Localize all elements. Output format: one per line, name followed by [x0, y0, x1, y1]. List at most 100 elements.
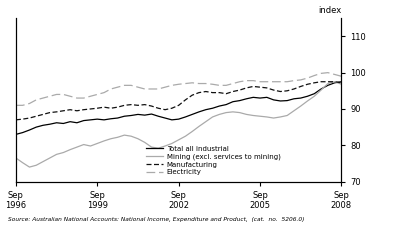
Manufacturing [237, 89, 242, 91]
Electricity [115, 86, 120, 89]
Manufacturing [108, 107, 113, 110]
Mining (excl. services to mining) [102, 140, 106, 142]
Total all industrial [190, 113, 195, 116]
Electricity [203, 82, 208, 85]
Mining (excl. services to mining) [40, 160, 45, 163]
Manufacturing [143, 103, 147, 106]
Electricity [305, 77, 310, 79]
Manufacturing [231, 90, 235, 93]
Electricity [183, 82, 188, 85]
Total all industrial [170, 118, 174, 121]
Mining (excl. services to mining) [81, 143, 86, 146]
Electricity [170, 84, 174, 87]
Total all industrial [81, 119, 86, 122]
Mining (excl. services to mining) [285, 114, 289, 117]
Total all industrial [251, 96, 256, 99]
Line: Manufacturing: Manufacturing [16, 82, 341, 120]
Electricity [332, 73, 337, 76]
Mining (excl. services to mining) [95, 142, 100, 145]
Total all industrial [13, 133, 18, 136]
Line: Electricity: Electricity [16, 73, 341, 105]
Mining (excl. services to mining) [305, 100, 310, 102]
Electricity [102, 91, 106, 94]
Manufacturing [339, 81, 344, 84]
Manufacturing [54, 111, 59, 113]
Manufacturing [197, 91, 201, 94]
Manufacturing [20, 118, 25, 121]
Manufacturing [244, 86, 249, 89]
Electricity [176, 83, 181, 86]
Total all industrial [231, 100, 235, 103]
Total all industrial [88, 118, 93, 121]
Electricity [95, 93, 100, 96]
Electricity [291, 79, 296, 82]
Total all industrial [203, 108, 208, 111]
Mining (excl. services to mining) [115, 136, 120, 139]
Manufacturing [95, 107, 100, 110]
Electricity [122, 84, 127, 87]
Mining (excl. services to mining) [88, 145, 93, 147]
Manufacturing [312, 81, 317, 84]
Total all industrial [278, 100, 283, 102]
Total all industrial [217, 105, 222, 107]
Total all industrial [143, 114, 147, 116]
Total all industrial [224, 103, 229, 106]
Mining (excl. services to mining) [217, 113, 222, 116]
Manufacturing [163, 108, 168, 111]
Electricity [197, 82, 201, 85]
Mining (excl. services to mining) [319, 89, 324, 91]
Manufacturing [176, 104, 181, 107]
Total all industrial [54, 121, 59, 124]
Manufacturing [88, 108, 93, 110]
Total all industrial [305, 95, 310, 98]
Electricity [136, 86, 141, 89]
Manufacturing [75, 109, 79, 112]
Electricity [258, 80, 262, 83]
Total all industrial [163, 117, 168, 119]
Manufacturing [326, 80, 330, 83]
Manufacturing [258, 86, 262, 89]
Electricity [34, 99, 39, 101]
Manufacturing [34, 115, 39, 118]
Total all industrial [299, 97, 303, 99]
Total all industrial [68, 120, 73, 123]
Manufacturing [61, 109, 66, 112]
Electricity [163, 86, 168, 89]
Mining (excl. services to mining) [149, 146, 154, 148]
Manufacturing [217, 91, 222, 94]
Total all industrial [47, 123, 52, 126]
Mining (excl. services to mining) [75, 146, 79, 148]
Manufacturing [47, 111, 52, 114]
Line: Mining (excl. services to mining): Mining (excl. services to mining) [16, 82, 341, 167]
Mining (excl. services to mining) [122, 134, 127, 136]
Electricity [27, 102, 32, 105]
Mining (excl. services to mining) [244, 113, 249, 116]
Total all industrial [115, 117, 120, 119]
Text: Source: Australian National Accounts: National Income, Expenditure and Product, : Source: Australian National Accounts: Na… [8, 217, 304, 222]
Total all industrial [183, 116, 188, 118]
Mining (excl. services to mining) [176, 138, 181, 141]
Manufacturing [156, 107, 161, 110]
Total all industrial [291, 97, 296, 100]
Total all industrial [339, 80, 344, 83]
Electricity [88, 95, 93, 98]
Text: index: index [318, 6, 341, 15]
Electricity [237, 80, 242, 83]
Electricity [217, 84, 222, 87]
Mining (excl. services to mining) [299, 105, 303, 107]
Electricity [285, 80, 289, 83]
Mining (excl. services to mining) [291, 109, 296, 112]
Electricity [156, 88, 161, 90]
Mining (excl. services to mining) [312, 95, 317, 98]
Mining (excl. services to mining) [170, 142, 174, 145]
Total all industrial [237, 99, 242, 102]
Mining (excl. services to mining) [47, 157, 52, 159]
Line: Total all industrial: Total all industrial [16, 82, 341, 134]
Mining (excl. services to mining) [34, 164, 39, 167]
Manufacturing [278, 90, 283, 93]
Electricity [61, 93, 66, 96]
Total all industrial [95, 118, 100, 121]
Mining (excl. services to mining) [54, 153, 59, 156]
Electricity [210, 83, 215, 86]
Manufacturing [264, 86, 269, 89]
